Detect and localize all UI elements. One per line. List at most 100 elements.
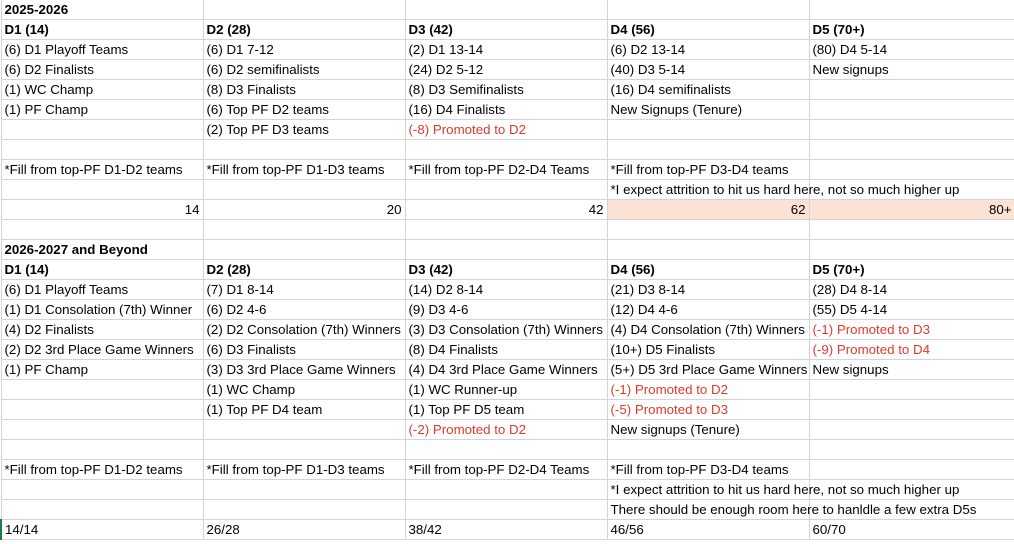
- grid-cell[interactable]: [0, 419, 204, 440]
- grid-cell[interactable]: (40) D3 5-14: [607, 59, 810, 80]
- grid-cell[interactable]: [809, 459, 1014, 480]
- grid-cell[interactable]: [0, 119, 204, 140]
- cell[interactable]: [809, 0, 1014, 20]
- grid-cell[interactable]: (6) D2 semifinalists: [203, 59, 406, 80]
- grid-cell[interactable]: New Signups (Tenure): [607, 99, 810, 120]
- grid-cell[interactable]: (4) D2 Finalists: [0, 319, 204, 340]
- grid-cell[interactable]: (-8) Promoted to D2: [405, 119, 608, 140]
- division-header[interactable]: D1 (14): [0, 259, 204, 280]
- grid-cell[interactable]: *Fill from top-PF D2-D4 Teams: [405, 159, 608, 180]
- division-total[interactable]: 80+: [809, 199, 1014, 220]
- grid-cell[interactable]: *Fill from top-PF D2-D4 Teams: [405, 459, 608, 480]
- grid-cell[interactable]: [203, 419, 406, 440]
- grid-cell[interactable]: [405, 479, 608, 500]
- grid-cell[interactable]: [809, 179, 1014, 200]
- cell[interactable]: [405, 219, 608, 240]
- grid-cell[interactable]: (7) D1 8-14: [203, 279, 406, 300]
- grid-cell[interactable]: [203, 499, 406, 520]
- division-header[interactable]: D2 (28): [203, 19, 406, 40]
- division-total[interactable]: 14/14: [0, 519, 204, 540]
- grid-cell[interactable]: There should be enough room here to hanl…: [607, 499, 976, 520]
- grid-cell[interactable]: (-5) Promoted to D3: [607, 399, 810, 420]
- grid-cell[interactable]: [0, 139, 204, 160]
- cell[interactable]: [809, 239, 1014, 260]
- grid-cell[interactable]: New signups (Tenure): [607, 419, 810, 440]
- grid-cell[interactable]: (6) D2 13-14: [607, 39, 810, 60]
- grid-cell[interactable]: (6) D2 4-6: [203, 299, 406, 320]
- grid-cell[interactable]: [405, 139, 608, 160]
- grid-cell[interactable]: *Fill from top-PF D1-D2 teams: [0, 459, 204, 480]
- grid-cell[interactable]: (8) D3 Semifinalists: [405, 79, 608, 100]
- grid-cell[interactable]: [203, 479, 406, 500]
- grid-cell[interactable]: [809, 99, 1014, 120]
- grid-cell[interactable]: (1) PF Champ: [0, 99, 204, 120]
- grid-cell[interactable]: [0, 479, 204, 500]
- cell[interactable]: [809, 219, 1014, 240]
- grid-cell[interactable]: [809, 159, 1014, 180]
- grid-cell[interactable]: [607, 439, 810, 460]
- cell[interactable]: [203, 239, 406, 260]
- grid-cell[interactable]: (1) WC Champ: [0, 79, 204, 100]
- division-total[interactable]: 60/70: [809, 519, 1014, 540]
- cell[interactable]: [607, 219, 810, 240]
- grid-cell[interactable]: (1) WC Runner-up: [405, 379, 608, 400]
- grid-cell[interactable]: [0, 379, 204, 400]
- grid-cell[interactable]: *Fill from top-PF D1-D3 teams: [203, 459, 406, 480]
- cell[interactable]: [0, 219, 204, 240]
- division-total[interactable]: 62: [607, 199, 810, 220]
- grid-cell[interactable]: [809, 379, 1014, 400]
- grid-cell[interactable]: (1) WC Champ: [203, 379, 406, 400]
- division-header[interactable]: D4 (56): [607, 19, 810, 40]
- grid-cell[interactable]: [405, 439, 608, 460]
- grid-cell[interactable]: (6) Top PF D2 teams: [203, 99, 406, 120]
- division-total[interactable]: 38/42: [405, 519, 608, 540]
- grid-cell[interactable]: *Fill from top-PF D1-D2 teams: [0, 159, 204, 180]
- grid-cell[interactable]: (80) D4 5-14: [809, 39, 1014, 60]
- grid-cell[interactable]: [203, 179, 406, 200]
- grid-cell[interactable]: (-2) Promoted to D2: [405, 419, 608, 440]
- section-title[interactable]: 2025-2026: [0, 0, 204, 20]
- grid-cell[interactable]: (1) Top PF D4 team: [203, 399, 406, 420]
- grid-cell[interactable]: [405, 499, 608, 520]
- grid-cell[interactable]: (14) D2 8-14: [405, 279, 608, 300]
- grid-cell[interactable]: (3) D3 Consolation (7th) Winners: [405, 319, 608, 340]
- grid-cell[interactable]: (16) D4 semifinalists: [607, 79, 810, 100]
- grid-cell[interactable]: [607, 139, 810, 160]
- grid-cell[interactable]: *I expect attrition to hit us hard here,…: [607, 179, 959, 200]
- grid-cell[interactable]: (2) D2 Consolation (7th) Winners: [203, 319, 406, 340]
- grid-cell[interactable]: [809, 439, 1014, 460]
- grid-cell[interactable]: (8) D4 Finalists: [405, 339, 608, 360]
- grid-cell[interactable]: (28) D4 8-14: [809, 279, 1014, 300]
- division-header[interactable]: D3 (42): [405, 19, 608, 40]
- grid-cell[interactable]: [0, 179, 204, 200]
- grid-cell[interactable]: [0, 439, 204, 460]
- division-total[interactable]: 20: [203, 199, 406, 220]
- grid-cell[interactable]: (5+) D5 3rd Place Game Winners: [607, 359, 810, 380]
- cell[interactable]: [203, 219, 406, 240]
- grid-cell[interactable]: (10+) D5 Finalists: [607, 339, 810, 360]
- grid-cell[interactable]: (4) D4 3rd Place Game Winners: [405, 359, 608, 380]
- grid-cell[interactable]: (24) D2 5-12: [405, 59, 608, 80]
- grid-cell[interactable]: (2) D2 3rd Place Game Winners: [0, 339, 204, 360]
- grid-cell[interactable]: *Fill from top-PF D1-D3 teams: [203, 159, 406, 180]
- division-total[interactable]: 42: [405, 199, 608, 220]
- grid-cell[interactable]: [809, 419, 1014, 440]
- division-total[interactable]: 46/56: [607, 519, 810, 540]
- grid-cell[interactable]: (2) D1 13-14: [405, 39, 608, 60]
- grid-cell[interactable]: (1) Top PF D5 team: [405, 399, 608, 420]
- division-header[interactable]: D5 (70+): [809, 19, 1014, 40]
- grid-cell[interactable]: *Fill from top-PF D3-D4 teams: [607, 459, 810, 480]
- grid-cell[interactable]: (9) D3 4-6: [405, 299, 608, 320]
- cell[interactable]: [405, 0, 608, 20]
- cell[interactable]: [607, 0, 810, 20]
- grid-cell[interactable]: (-1) Promoted to D3: [809, 319, 1014, 340]
- grid-cell[interactable]: (6) D1 Playoff Teams: [0, 39, 204, 60]
- grid-cell[interactable]: [203, 139, 406, 160]
- division-header[interactable]: D2 (28): [203, 259, 406, 280]
- grid-cell[interactable]: [0, 499, 204, 520]
- grid-cell[interactable]: (-9) Promoted to D4: [809, 339, 1014, 360]
- grid-cell[interactable]: [809, 479, 1014, 500]
- grid-cell[interactable]: (16) D4 Finalists: [405, 99, 608, 120]
- division-header[interactable]: D1 (14): [0, 19, 204, 40]
- grid-cell[interactable]: (12) D4 4-6: [607, 299, 810, 320]
